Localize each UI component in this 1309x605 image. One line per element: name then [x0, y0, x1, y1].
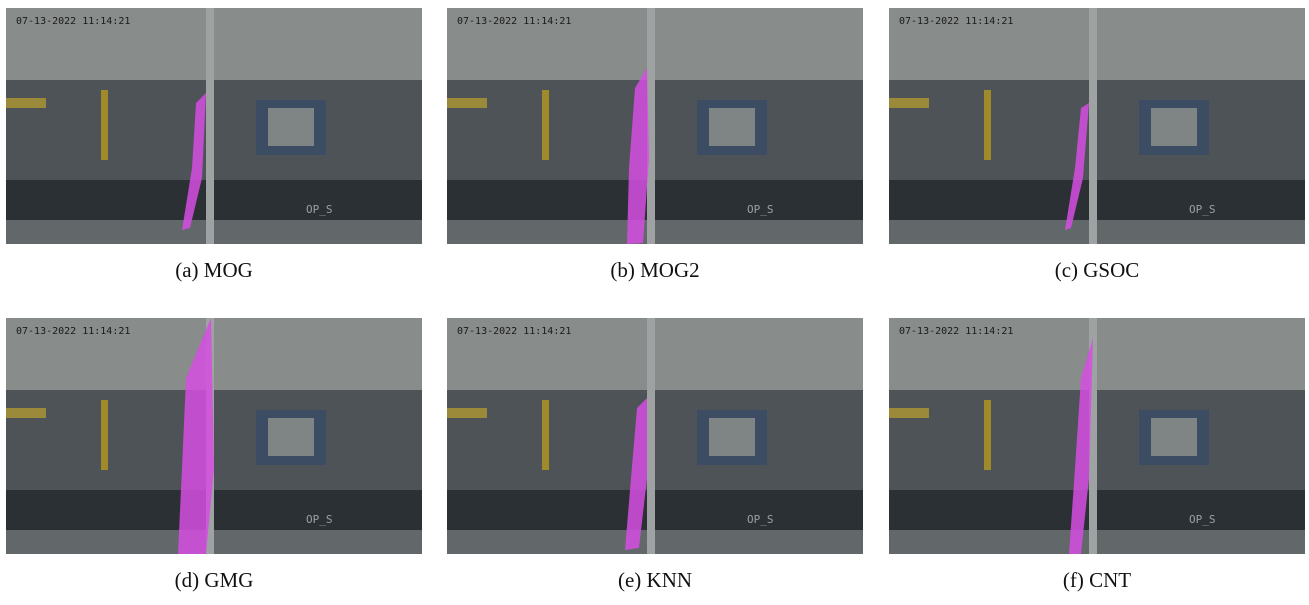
pole — [206, 8, 214, 244]
overlay-label: OP_S — [1189, 513, 1216, 526]
inner-panel — [709, 418, 755, 456]
panel-image: 07-13-2022 11:14:21 OP_S — [447, 8, 863, 244]
yellow-bar — [6, 408, 46, 418]
overlay-label: OP_S — [747, 203, 774, 216]
overlay-label: OP_S — [747, 513, 774, 526]
panel-image: 07-13-2022 11:14:21 OP_S — [447, 318, 863, 554]
yellow-bar — [984, 400, 991, 470]
timestamp: 07-13-2022 11:14:21 — [16, 326, 130, 337]
panel-image: 07-13-2022 11:14:21 OP_S — [889, 8, 1305, 244]
caption: (f) CNT — [889, 568, 1305, 593]
yellow-bar — [101, 90, 108, 160]
yellow-bar — [6, 98, 46, 108]
inner-panel — [268, 108, 314, 146]
inner-panel — [1151, 108, 1197, 146]
yellow-bar — [447, 408, 487, 418]
panel-image: 07-13-2022 11:14:21 OP_S — [889, 318, 1305, 554]
caption: (e) KNN — [447, 568, 863, 593]
inner-panel — [1151, 418, 1197, 456]
yellow-bar — [984, 90, 991, 160]
panel-image: 07-13-2022 11:14:21 OP_S — [6, 318, 422, 554]
pole — [1089, 8, 1097, 244]
yellow-bar — [101, 400, 108, 470]
timestamp: 07-13-2022 11:14:21 — [899, 16, 1013, 27]
overlay-label: OP_S — [306, 513, 333, 526]
yellow-bar — [447, 98, 487, 108]
caption: (c) GSOC — [889, 258, 1305, 283]
yellow-bar — [889, 98, 929, 108]
timestamp: 07-13-2022 11:14:21 — [899, 326, 1013, 337]
caption: (b) MOG2 — [447, 258, 863, 283]
yellow-bar — [542, 90, 549, 160]
yellow-bar — [542, 400, 549, 470]
timestamp: 07-13-2022 11:14:21 — [457, 16, 571, 27]
yellow-bar — [889, 408, 929, 418]
inner-panel — [268, 418, 314, 456]
inner-panel — [709, 108, 755, 146]
pole — [647, 318, 655, 554]
panel-image: 07-13-2022 11:14:21 OP_S — [6, 8, 422, 244]
overlay-label: OP_S — [306, 203, 333, 216]
overlay-label: OP_S — [1189, 203, 1216, 216]
timestamp: 07-13-2022 11:14:21 — [16, 16, 130, 27]
caption: (a) MOG — [6, 258, 422, 283]
caption: (d) GMG — [6, 568, 422, 593]
figure: 07-13-2022 11:14:21 OP_S (a) MOG 07-13-2022… — [0, 0, 1309, 605]
timestamp: 07-13-2022 11:14:21 — [457, 326, 571, 337]
